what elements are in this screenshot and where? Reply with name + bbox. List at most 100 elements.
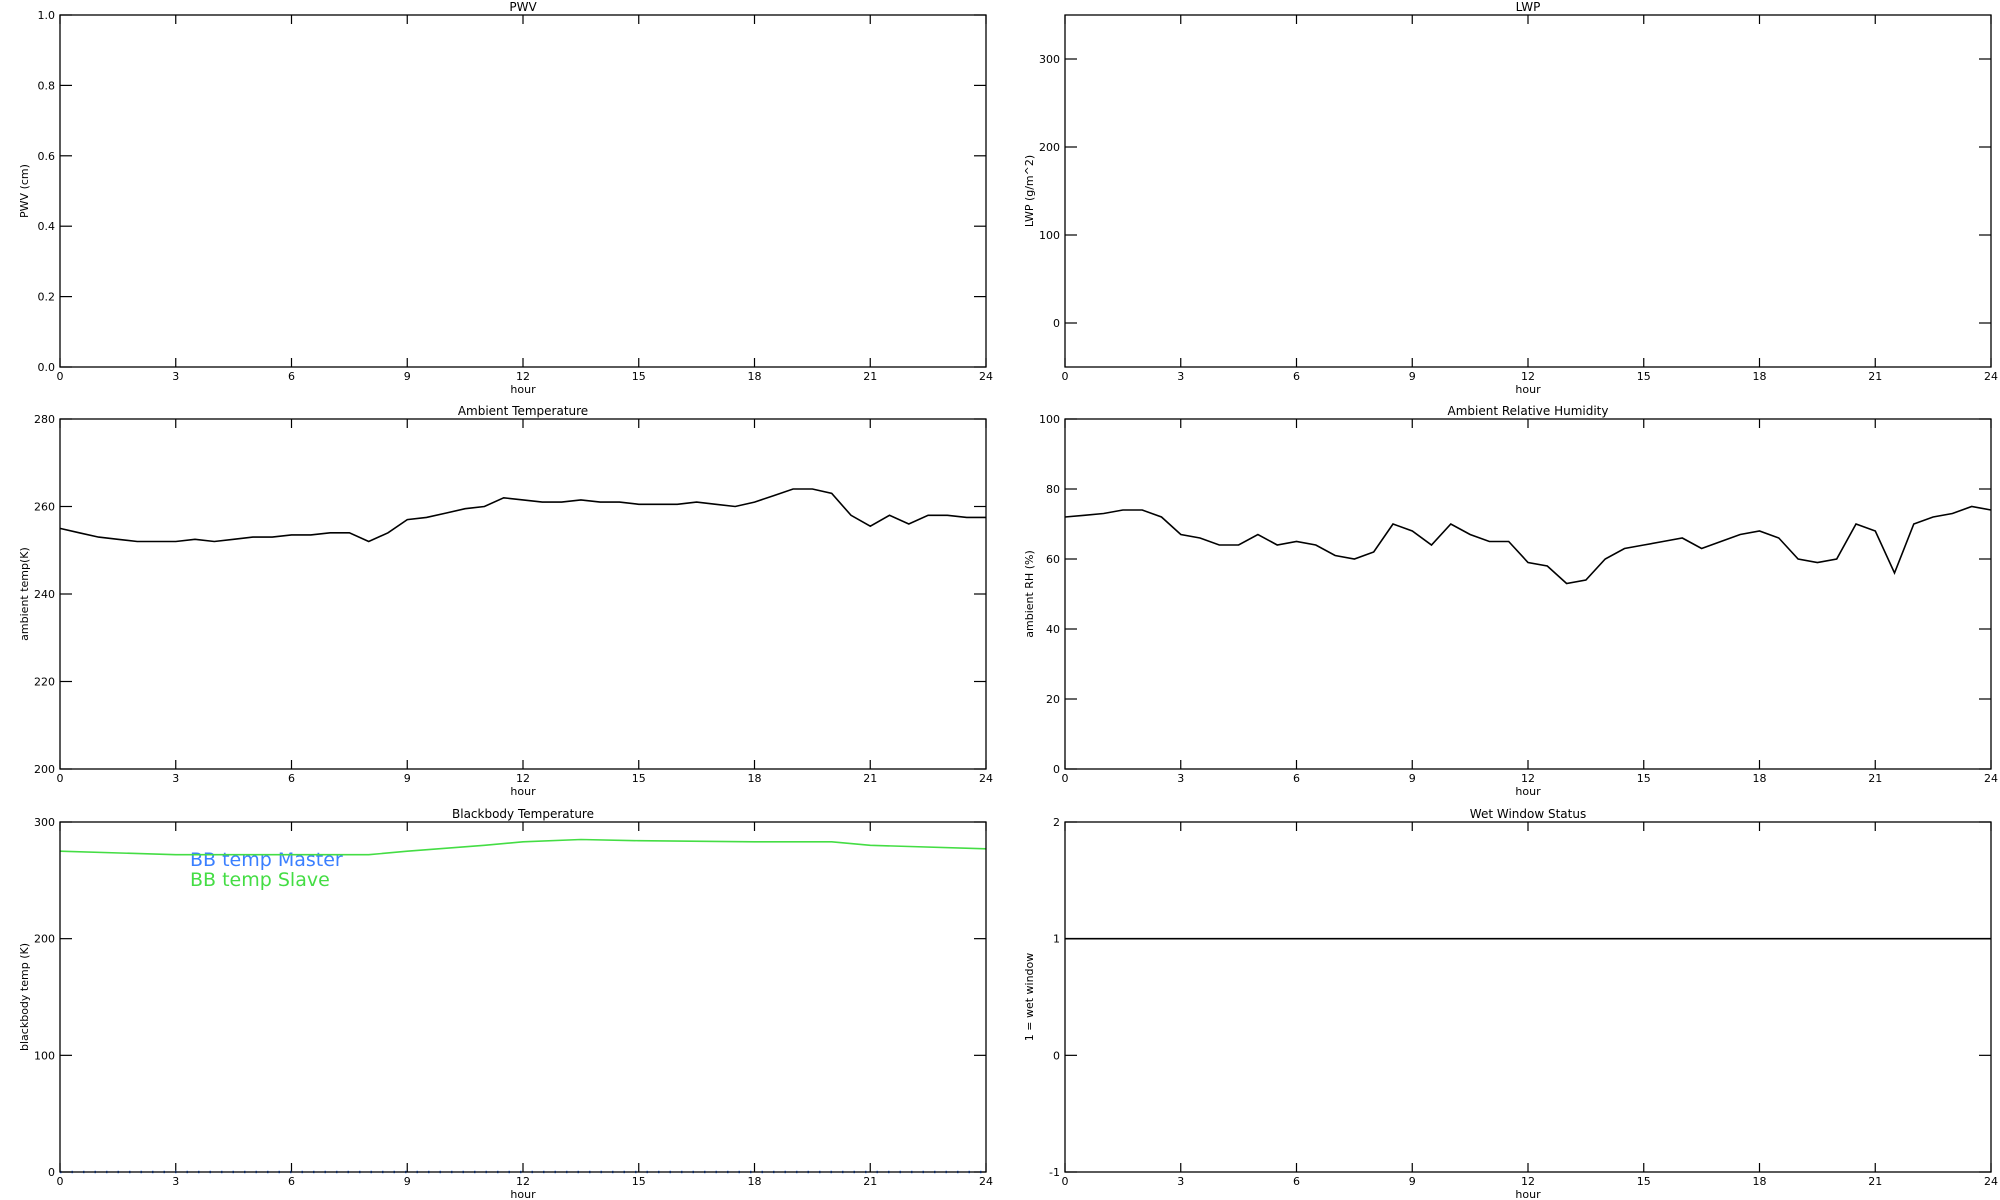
x-axis-label: hour [1515, 1188, 1541, 1200]
x-tick-label: 12 [1521, 370, 1535, 383]
x-axis-label: hour [1515, 383, 1541, 396]
x-axis-label: hour [510, 383, 536, 396]
y-tick-label: 60 [1046, 553, 1060, 566]
x-tick-label: 15 [1637, 772, 1651, 785]
x-tick-label: 6 [1293, 772, 1300, 785]
y-tick-label: 0.6 [38, 150, 56, 163]
x-tick-label: 9 [404, 1175, 411, 1188]
series-line [1064, 505, 1992, 585]
x-tick-label: 18 [748, 772, 762, 785]
x-tick-label: 6 [288, 1175, 295, 1188]
x-tick-label: 21 [1868, 370, 1882, 383]
x-tick-label: 12 [516, 1175, 530, 1188]
chart-panel: Wet Window Status hour 1 = wet window 0 3 6 9 1… [1023, 807, 1998, 1200]
y-tick-label: 100 [1039, 413, 1060, 426]
chart-title: LWP [1516, 0, 1541, 14]
y-tick-label: 80 [1046, 483, 1060, 496]
x-tick-label: 3 [172, 772, 179, 785]
x-tick-label: 18 [748, 1175, 762, 1188]
x-tick-label: 6 [1293, 1175, 1300, 1188]
chart-title: Ambient Temperature [458, 404, 588, 418]
y-axis-label: blackbody temp (K) [18, 943, 31, 1051]
y-axis-label: ambient RH (%) [1023, 550, 1036, 638]
y-tick-label: 220 [34, 676, 55, 689]
x-tick-label: 3 [172, 370, 179, 383]
plot-frame [1064, 14, 1992, 368]
x-tick-label: 12 [516, 772, 530, 785]
y-tick-label: 0 [1053, 1049, 1060, 1062]
x-tick-label: 15 [1637, 370, 1651, 383]
y-tick-label: 0 [48, 1166, 55, 1179]
x-tick-label: 3 [1177, 370, 1184, 383]
plot-frame [59, 821, 987, 1173]
plot-frame [59, 14, 987, 368]
plot-frame [1064, 418, 1992, 770]
series-line [59, 488, 986, 543]
x-tick-label: 18 [748, 370, 762, 383]
x-tick-label: 12 [1521, 1175, 1535, 1188]
y-tick-label: 200 [1039, 141, 1060, 154]
y-axis-label: ambient temp(K) [18, 547, 31, 641]
x-tick-label: 6 [1293, 370, 1300, 383]
y-tick-label: 1.0 [38, 9, 56, 22]
chart-panel: Blackbody Temperature hour blackbody temp … [18, 807, 993, 1200]
y-tick-label: 200 [34, 763, 55, 776]
chart-title: Blackbody Temperature [452, 807, 594, 821]
y-axis-label: 1 = wet window [1023, 953, 1036, 1042]
chart-panel: Ambient Temperature hour ambient temp(K) 0 3… [18, 404, 993, 798]
x-axis-label: hour [1515, 785, 1541, 798]
x-tick-label: 3 [1177, 772, 1184, 785]
x-tick-label: 3 [172, 1175, 179, 1188]
x-tick-label: 6 [288, 370, 295, 383]
x-tick-label: 0 [57, 772, 64, 785]
y-tick-label: 0 [1053, 763, 1060, 776]
x-axis-label: hour [510, 785, 536, 798]
legend-entry: BB temp Master [190, 849, 343, 871]
x-tick-label: 15 [632, 1175, 646, 1188]
x-tick-label: 0 [1062, 1175, 1069, 1188]
x-tick-label: 0 [1062, 772, 1069, 785]
y-tick-label: 300 [1039, 53, 1060, 66]
x-tick-label: 0 [57, 370, 64, 383]
y-tick-label: 20 [1046, 693, 1060, 706]
x-tick-label: 12 [1521, 772, 1535, 785]
y-tick-label: 0.0 [38, 361, 56, 374]
y-tick-label: 0.8 [38, 79, 56, 92]
plot-frame [59, 418, 987, 770]
x-tick-label: 9 [404, 370, 411, 383]
y-tick-label: 0.4 [38, 220, 56, 233]
x-tick-label: 21 [1868, 1175, 1882, 1188]
x-tick-label: 9 [1409, 772, 1416, 785]
chart-panel: PWV hour PWV (cm) 0 3 6 9 12 15 18 21 24 0.0 0.2 0.4 0.… [18, 0, 993, 396]
x-tick-label: 21 [863, 370, 877, 383]
x-tick-label: 9 [1409, 1175, 1416, 1188]
x-tick-label: 0 [57, 1175, 64, 1188]
y-tick-label: 200 [34, 933, 55, 946]
series-line [59, 838, 987, 856]
y-tick-label: 100 [34, 1049, 55, 1062]
chart-title: Wet Window Status [1470, 807, 1586, 821]
x-tick-label: 9 [404, 772, 411, 785]
y-tick-label: 0.2 [38, 291, 56, 304]
y-tick-label: 240 [34, 588, 55, 601]
x-tick-label: 3 [1177, 1175, 1184, 1188]
x-tick-label: 24 [1984, 772, 1998, 785]
x-tick-label: 18 [1753, 1175, 1767, 1188]
x-axis-label: hour [510, 1188, 536, 1200]
y-tick-label: 2 [1053, 816, 1060, 829]
y-tick-label: 0 [1053, 317, 1060, 330]
x-tick-label: 18 [1753, 370, 1767, 383]
x-tick-label: 15 [1637, 1175, 1651, 1188]
x-tick-label: 24 [979, 1175, 993, 1188]
y-tick-label: 1 [1053, 933, 1060, 946]
y-axis-label: LWP (g/m^2) [1023, 155, 1036, 227]
x-tick-label: 24 [1984, 370, 1998, 383]
x-tick-label: 21 [863, 1175, 877, 1188]
x-tick-label: 12 [516, 370, 530, 383]
x-tick-label: 24 [979, 370, 993, 383]
y-axis-label: PWV (cm) [18, 164, 31, 218]
chart-title: PWV [509, 0, 537, 14]
y-tick-label: 260 [34, 501, 55, 514]
x-tick-label: 18 [1753, 772, 1767, 785]
